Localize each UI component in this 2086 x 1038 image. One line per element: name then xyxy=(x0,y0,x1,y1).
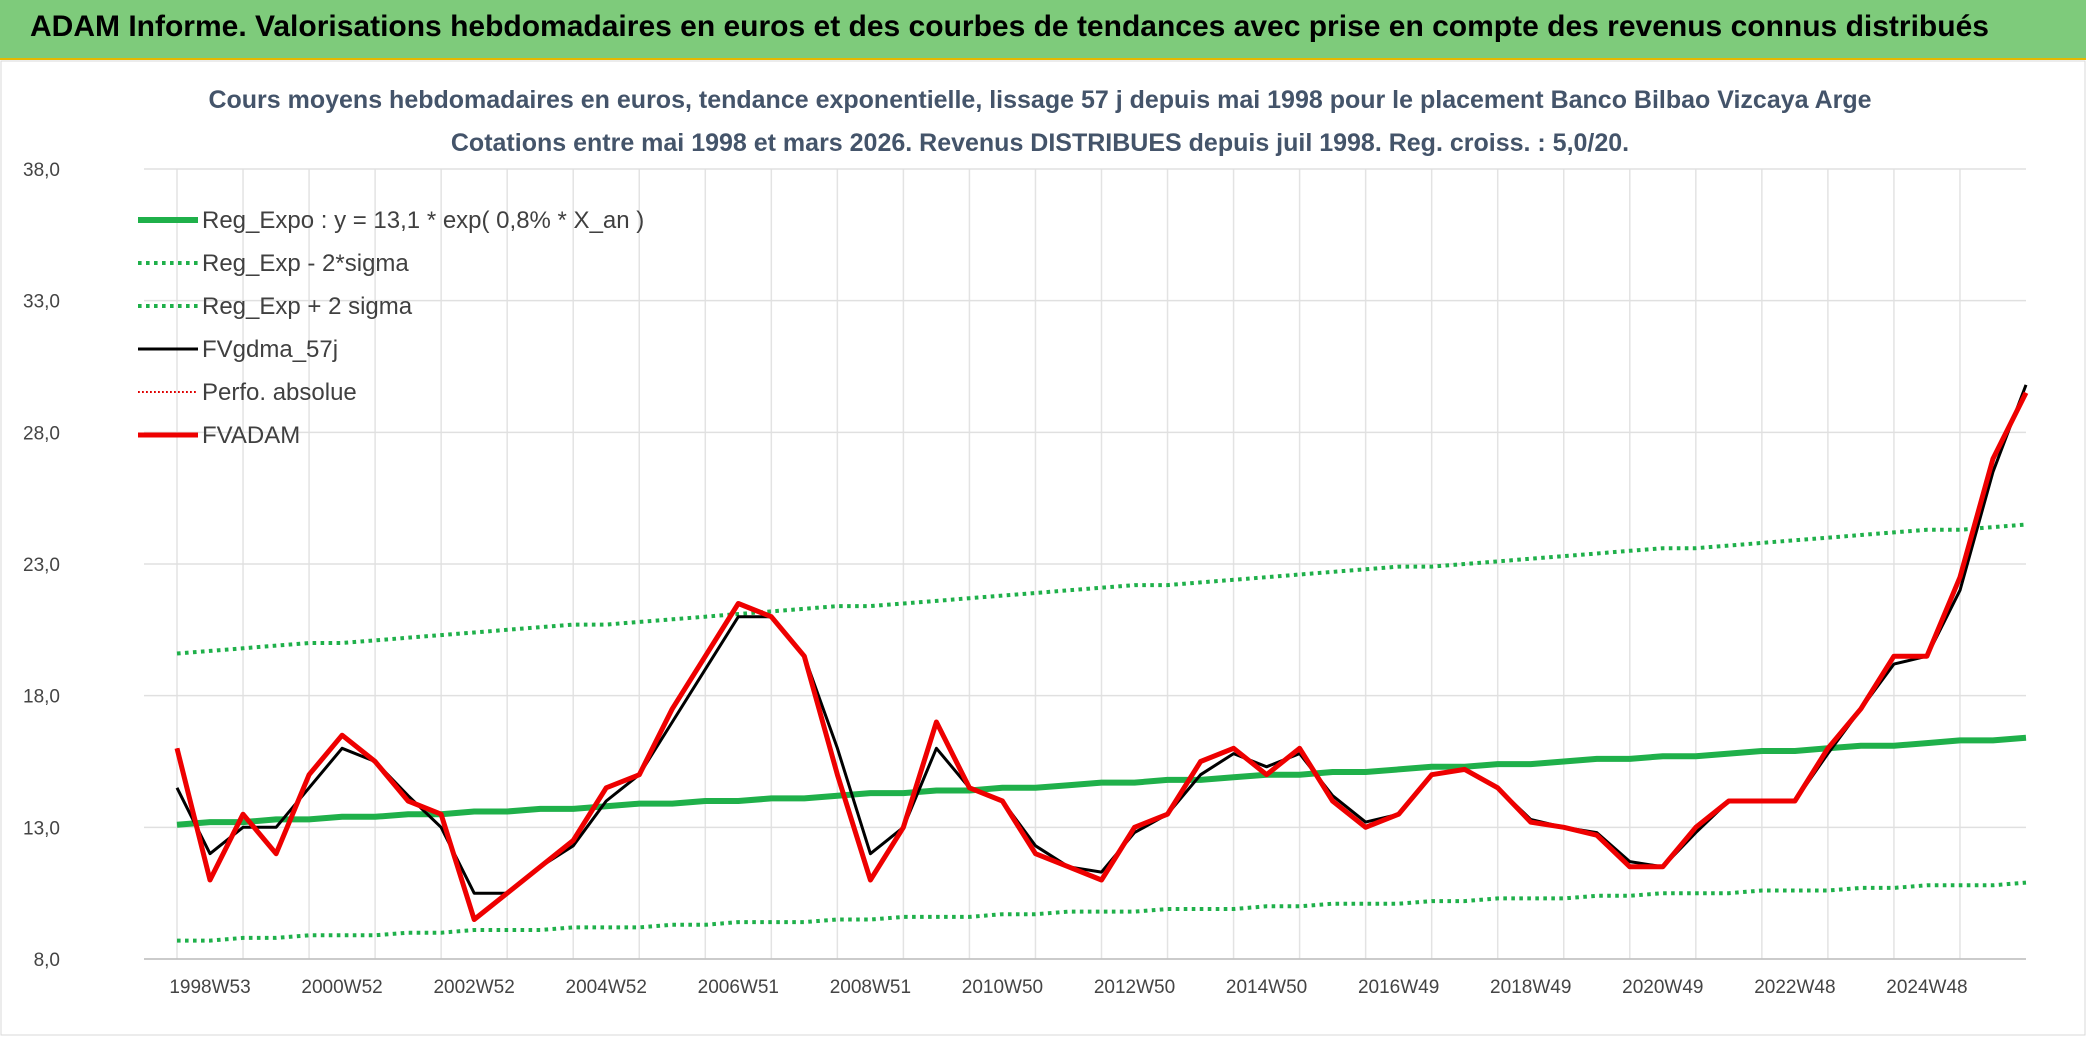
series-line xyxy=(174,391,2029,922)
legend-label: Reg_Exp + 2 sigma xyxy=(202,293,413,320)
x-tick-label: 2022W48 xyxy=(1754,977,1835,998)
x-tick-label: 2006W51 xyxy=(698,977,779,998)
x-tick-label: 2008W51 xyxy=(830,977,911,998)
y-tick-label: 23,0 xyxy=(23,555,60,576)
chart: Cours moyens hebdomadaires en euros, ten… xyxy=(0,60,2086,1036)
chart-frame xyxy=(0,60,2086,1036)
x-tick-label: 2014W50 xyxy=(1226,977,1307,998)
legend-label: Perfo. absolue xyxy=(202,379,357,406)
y-tick-label: 18,0 xyxy=(23,687,60,708)
legend-label: Reg_Expo : y = 13,1 * exp( 0,8% * X_an ) xyxy=(202,207,644,234)
series-line xyxy=(176,522,2027,656)
y-tick-label: 28,0 xyxy=(23,423,60,444)
chart-subtitle: Cotations entre mai 1998 et mars 2026. R… xyxy=(451,129,1629,157)
x-tick-label: 2012W50 xyxy=(1094,977,1175,998)
legend-label: Reg_Exp - 2*sigma xyxy=(202,250,409,277)
x-tick-label: 2018W49 xyxy=(1490,977,1571,998)
report-header: ADAM Informe. Valorisations hebdomadaire… xyxy=(0,0,2086,60)
legend-label: FVADAM xyxy=(202,422,300,449)
series-line xyxy=(176,734,2027,828)
x-tick-label: 2020W49 xyxy=(1622,977,1703,998)
x-tick-label: 2004W52 xyxy=(566,977,647,998)
report-title: ADAM Informe. Valorisations hebdomadaire… xyxy=(30,10,1989,43)
y-tick-label: 38,0 xyxy=(23,160,60,181)
x-tick-label: 1998W53 xyxy=(169,977,250,998)
x-tick-label: 2016W49 xyxy=(1358,977,1439,998)
y-tick-label: 13,0 xyxy=(23,818,60,839)
chart-title: Cours moyens hebdomadaires en euros, ten… xyxy=(208,86,1871,114)
y-tick-label: 33,0 xyxy=(23,292,60,313)
x-tick-label: 2002W52 xyxy=(433,977,514,998)
y-tick-label: 8,0 xyxy=(34,950,60,971)
x-tick-label: 2024W48 xyxy=(1886,977,1967,998)
legend-label: FVgdma_57j xyxy=(202,336,338,363)
x-tick-label: 2010W50 xyxy=(962,977,1043,998)
x-tick-label: 2000W52 xyxy=(301,977,382,998)
